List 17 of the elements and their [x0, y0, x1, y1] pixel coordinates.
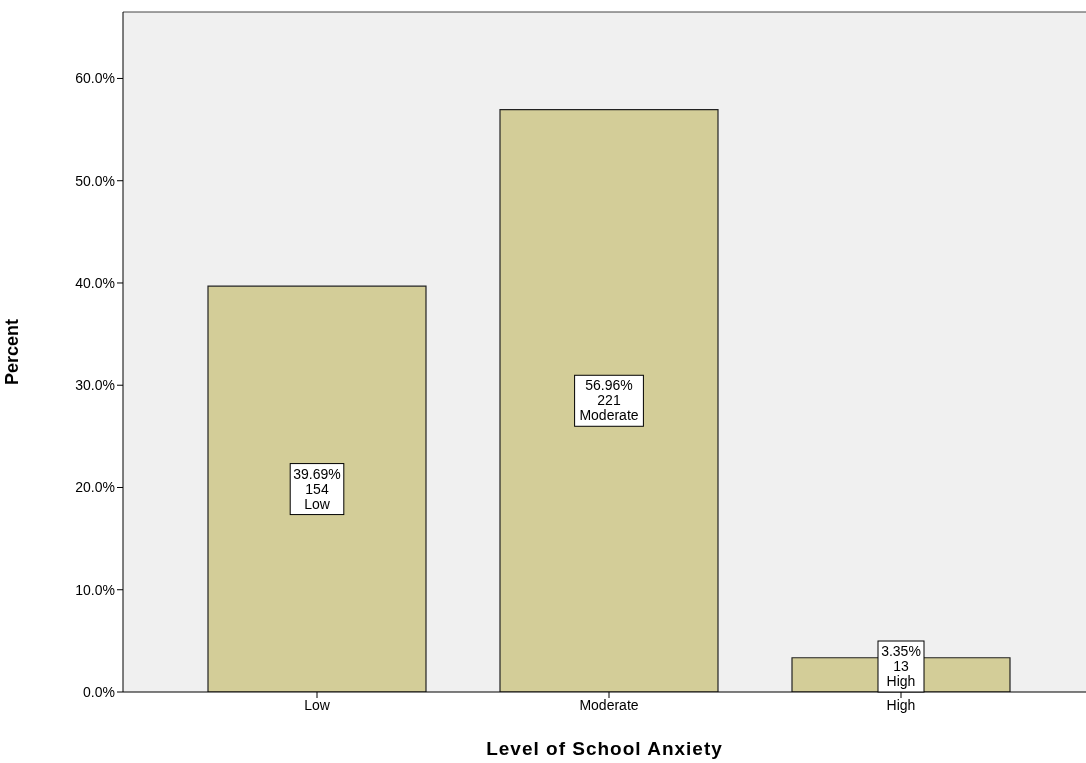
y-tick-label: 50.0% [75, 172, 115, 189]
y-tick-label: 60.0% [75, 70, 115, 87]
y-tick-label: 30.0% [75, 377, 115, 394]
data-label: 39.69% 154 Low [293, 465, 341, 512]
data-label: 3.35% 13 High [881, 643, 921, 689]
y-axis-title: Percent [2, 318, 23, 386]
y-tick-label: 0.0% [83, 683, 115, 700]
y-tick-label: 10.0% [75, 581, 115, 598]
bar [207, 285, 427, 692]
x-tick-label: Low [304, 696, 331, 713]
data-label: 56.96% 221 Moderate [579, 377, 639, 424]
y-tick-label: 40.0% [75, 274, 115, 291]
bar [499, 108, 719, 692]
x-tick-label: Moderate [579, 696, 639, 713]
x-tick-label: High [886, 696, 916, 713]
x-axis-title: Level of School Anxiety [486, 738, 723, 759]
y-tick-label: 20.0% [75, 479, 115, 496]
